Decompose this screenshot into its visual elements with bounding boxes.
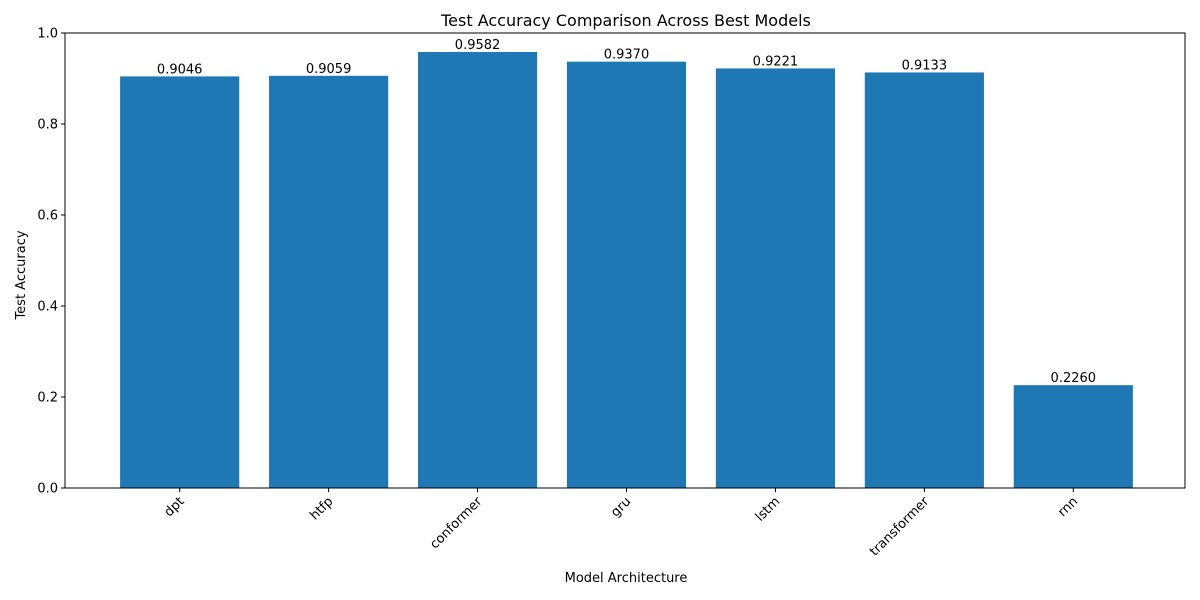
bars-layer (120, 52, 1133, 489)
bar-conformer (417, 52, 538, 488)
data-label-gru: 0.9370 (604, 48, 650, 63)
chart-title: Test Accuracy Comparison Across Best Mod… (440, 11, 811, 30)
x-axis-title: Model Architecture (565, 571, 688, 586)
bar-gru (566, 61, 687, 488)
data-label-rnn: 0.2260 (1051, 371, 1097, 386)
bar-transformer (864, 72, 984, 489)
y-tick-label: 0.8 (37, 118, 58, 133)
y-tick-label: 0.4 (37, 300, 58, 315)
y-tick-label: 1.0 (37, 27, 58, 42)
data-label-transformer: 0.9133 (902, 58, 948, 73)
x-tick-label-lstm: lstm (753, 494, 784, 525)
data-labels-layer: 0.9046 0.9059 0.9582 0.9370 0.9221 0.9133 0.22… (157, 38, 1096, 386)
bar-lstm (715, 68, 835, 488)
y-tick-label: 0.2 (37, 391, 58, 406)
y-tick-label: 0.0 (37, 482, 58, 497)
x-tick-label-htfp: htfp (307, 494, 336, 523)
x-tick-label-dpt: dpt (162, 494, 188, 520)
y-axis-title: Test Accuracy (14, 230, 29, 320)
data-label-lstm: 0.9221 (753, 54, 799, 69)
x-tick-label-gru: gru (608, 494, 634, 520)
x-axis: dpt htfp conformer gru lstm transformer rnn (162, 488, 1081, 560)
y-tick-label: 0.6 (37, 209, 58, 224)
y-axis: 0.0 0.2 0.4 0.6 0.8 1.0 (37, 27, 65, 497)
data-label-conformer: 0.9582 (455, 38, 501, 53)
bar-htfp (269, 75, 389, 489)
x-tick-label-rnn: rnn (1055, 494, 1081, 520)
plot-frame (64, 32, 1186, 489)
data-label-htfp: 0.9059 (306, 62, 352, 77)
x-tick-label-conformer: conformer (427, 494, 485, 552)
bar-dpt (120, 76, 240, 489)
x-tick-label-transformer: transformer (867, 494, 933, 560)
data-label-dpt: 0.9046 (157, 62, 203, 77)
bar-rnn (1013, 385, 1133, 488)
